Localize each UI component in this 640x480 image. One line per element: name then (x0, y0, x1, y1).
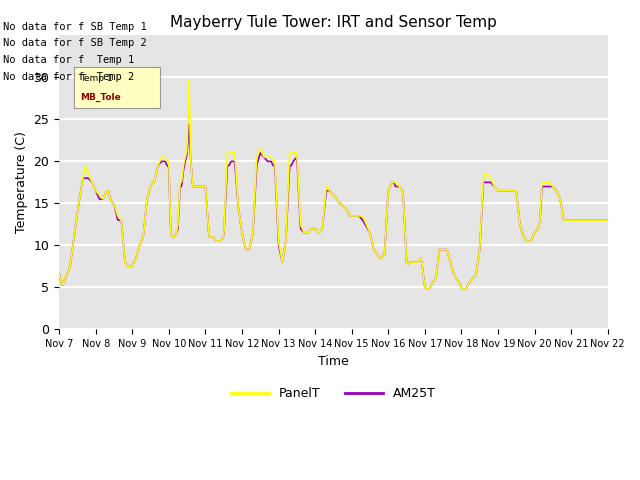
AM25T (406, 260, 413, 266)
PanelT (89, 181, 97, 187)
Title: Mayberry Tule Tower: IRT and Sensor Temp: Mayberry Tule Tower: IRT and Sensor Temp (170, 15, 497, 30)
AM25T (55, 270, 63, 276)
AM25T (604, 217, 612, 223)
AM25T (473, 268, 481, 274)
Line: AM25T: AM25T (59, 125, 608, 289)
Text: Temp 1: Temp 1 (81, 74, 113, 83)
PanelT (406, 260, 413, 266)
Legend: PanelT, AM25T: PanelT, AM25T (226, 383, 441, 406)
AM25T (374, 253, 382, 259)
AM25T (529, 234, 537, 240)
Text: No data for f  Temp 2: No data for f Temp 2 (3, 72, 134, 82)
AM25T (89, 181, 97, 187)
Text: MB_Tole: MB_Tole (81, 93, 121, 102)
Y-axis label: Temperature (C): Temperature (C) (15, 132, 28, 233)
AM25T (185, 122, 193, 128)
PanelT (423, 286, 431, 292)
AM25T (423, 286, 431, 292)
Line: PanelT: PanelT (59, 80, 608, 289)
Text: No data for f SB Temp 2: No data for f SB Temp 2 (3, 38, 147, 48)
AM25T (389, 180, 397, 185)
Text: No data for f  Temp 1: No data for f Temp 1 (3, 55, 134, 65)
PanelT (185, 77, 193, 83)
PanelT (55, 270, 63, 276)
PanelT (529, 234, 537, 240)
X-axis label: Time: Time (318, 355, 349, 368)
PanelT (374, 253, 382, 259)
Text: No data for f SB Temp 1: No data for f SB Temp 1 (3, 22, 147, 32)
PanelT (604, 217, 612, 223)
PanelT (389, 180, 397, 185)
PanelT (473, 268, 481, 274)
